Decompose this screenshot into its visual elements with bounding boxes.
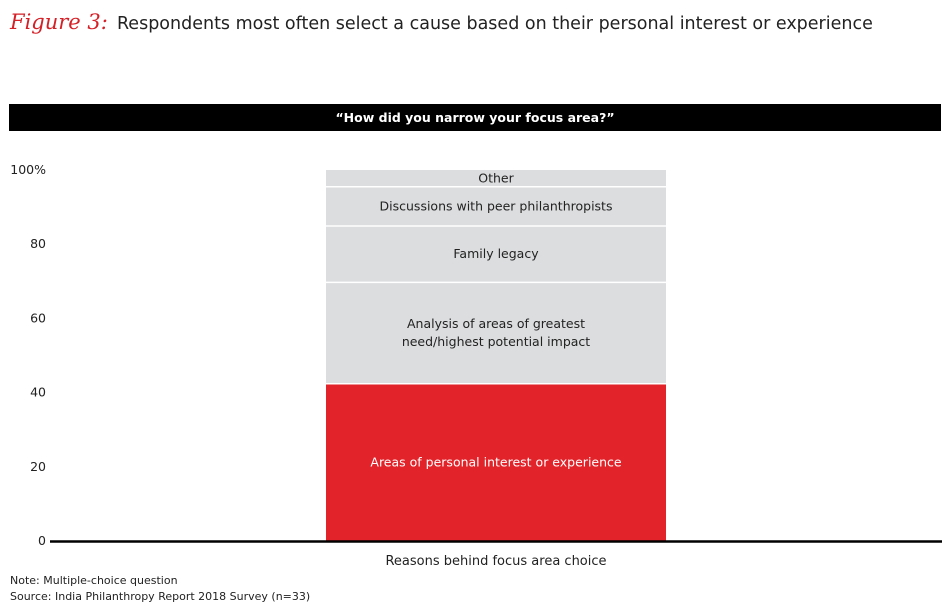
segment-label: Areas of personal interest or experience <box>370 454 622 469</box>
question-banner: “How did you narrow your focus area?” <box>9 104 941 131</box>
figure-title-text: Respondents most often select a cause ba… <box>116 14 873 34</box>
y-tick-label: 60 <box>30 310 46 325</box>
figure-title: Figure 3: Respondents most often select … <box>10 10 873 34</box>
segment-label: Discussions with peer philanthropists <box>380 198 613 213</box>
stacked-bar-chart: 0 20 40 60 80 100% Areas of personal interest … <box>10 162 942 569</box>
segment-label: Analysis of areas of greatest need/highes… <box>402 316 590 349</box>
y-tick-label: 100% <box>10 162 46 177</box>
y-tick-label: 80 <box>30 236 46 251</box>
y-tick-label: 40 <box>30 385 46 400</box>
footnote: Note: Multiple-choice question <box>10 574 178 587</box>
bar-segment <box>326 186 666 227</box>
figure-label: Figure 3: <box>10 10 108 34</box>
x-category-label: Reasons behind focus area choice <box>385 554 606 569</box>
bar-segment <box>326 226 666 283</box>
segment-label: Other <box>478 170 514 185</box>
bar-segment <box>326 170 666 187</box>
source-note: Source: India Philanthropy Report 2018 S… <box>10 590 311 603</box>
bar-segment <box>326 282 666 384</box>
segment-label: Family legacy <box>453 246 539 261</box>
y-tick-label: 0 <box>38 533 46 548</box>
bar-segment <box>326 383 666 541</box>
y-tick-label: 20 <box>30 459 46 474</box>
